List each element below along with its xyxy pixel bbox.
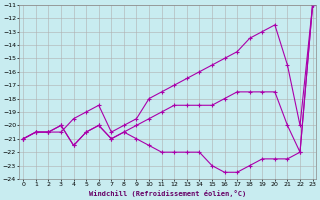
X-axis label: Windchill (Refroidissement éolien,°C): Windchill (Refroidissement éolien,°C) — [89, 190, 247, 197]
